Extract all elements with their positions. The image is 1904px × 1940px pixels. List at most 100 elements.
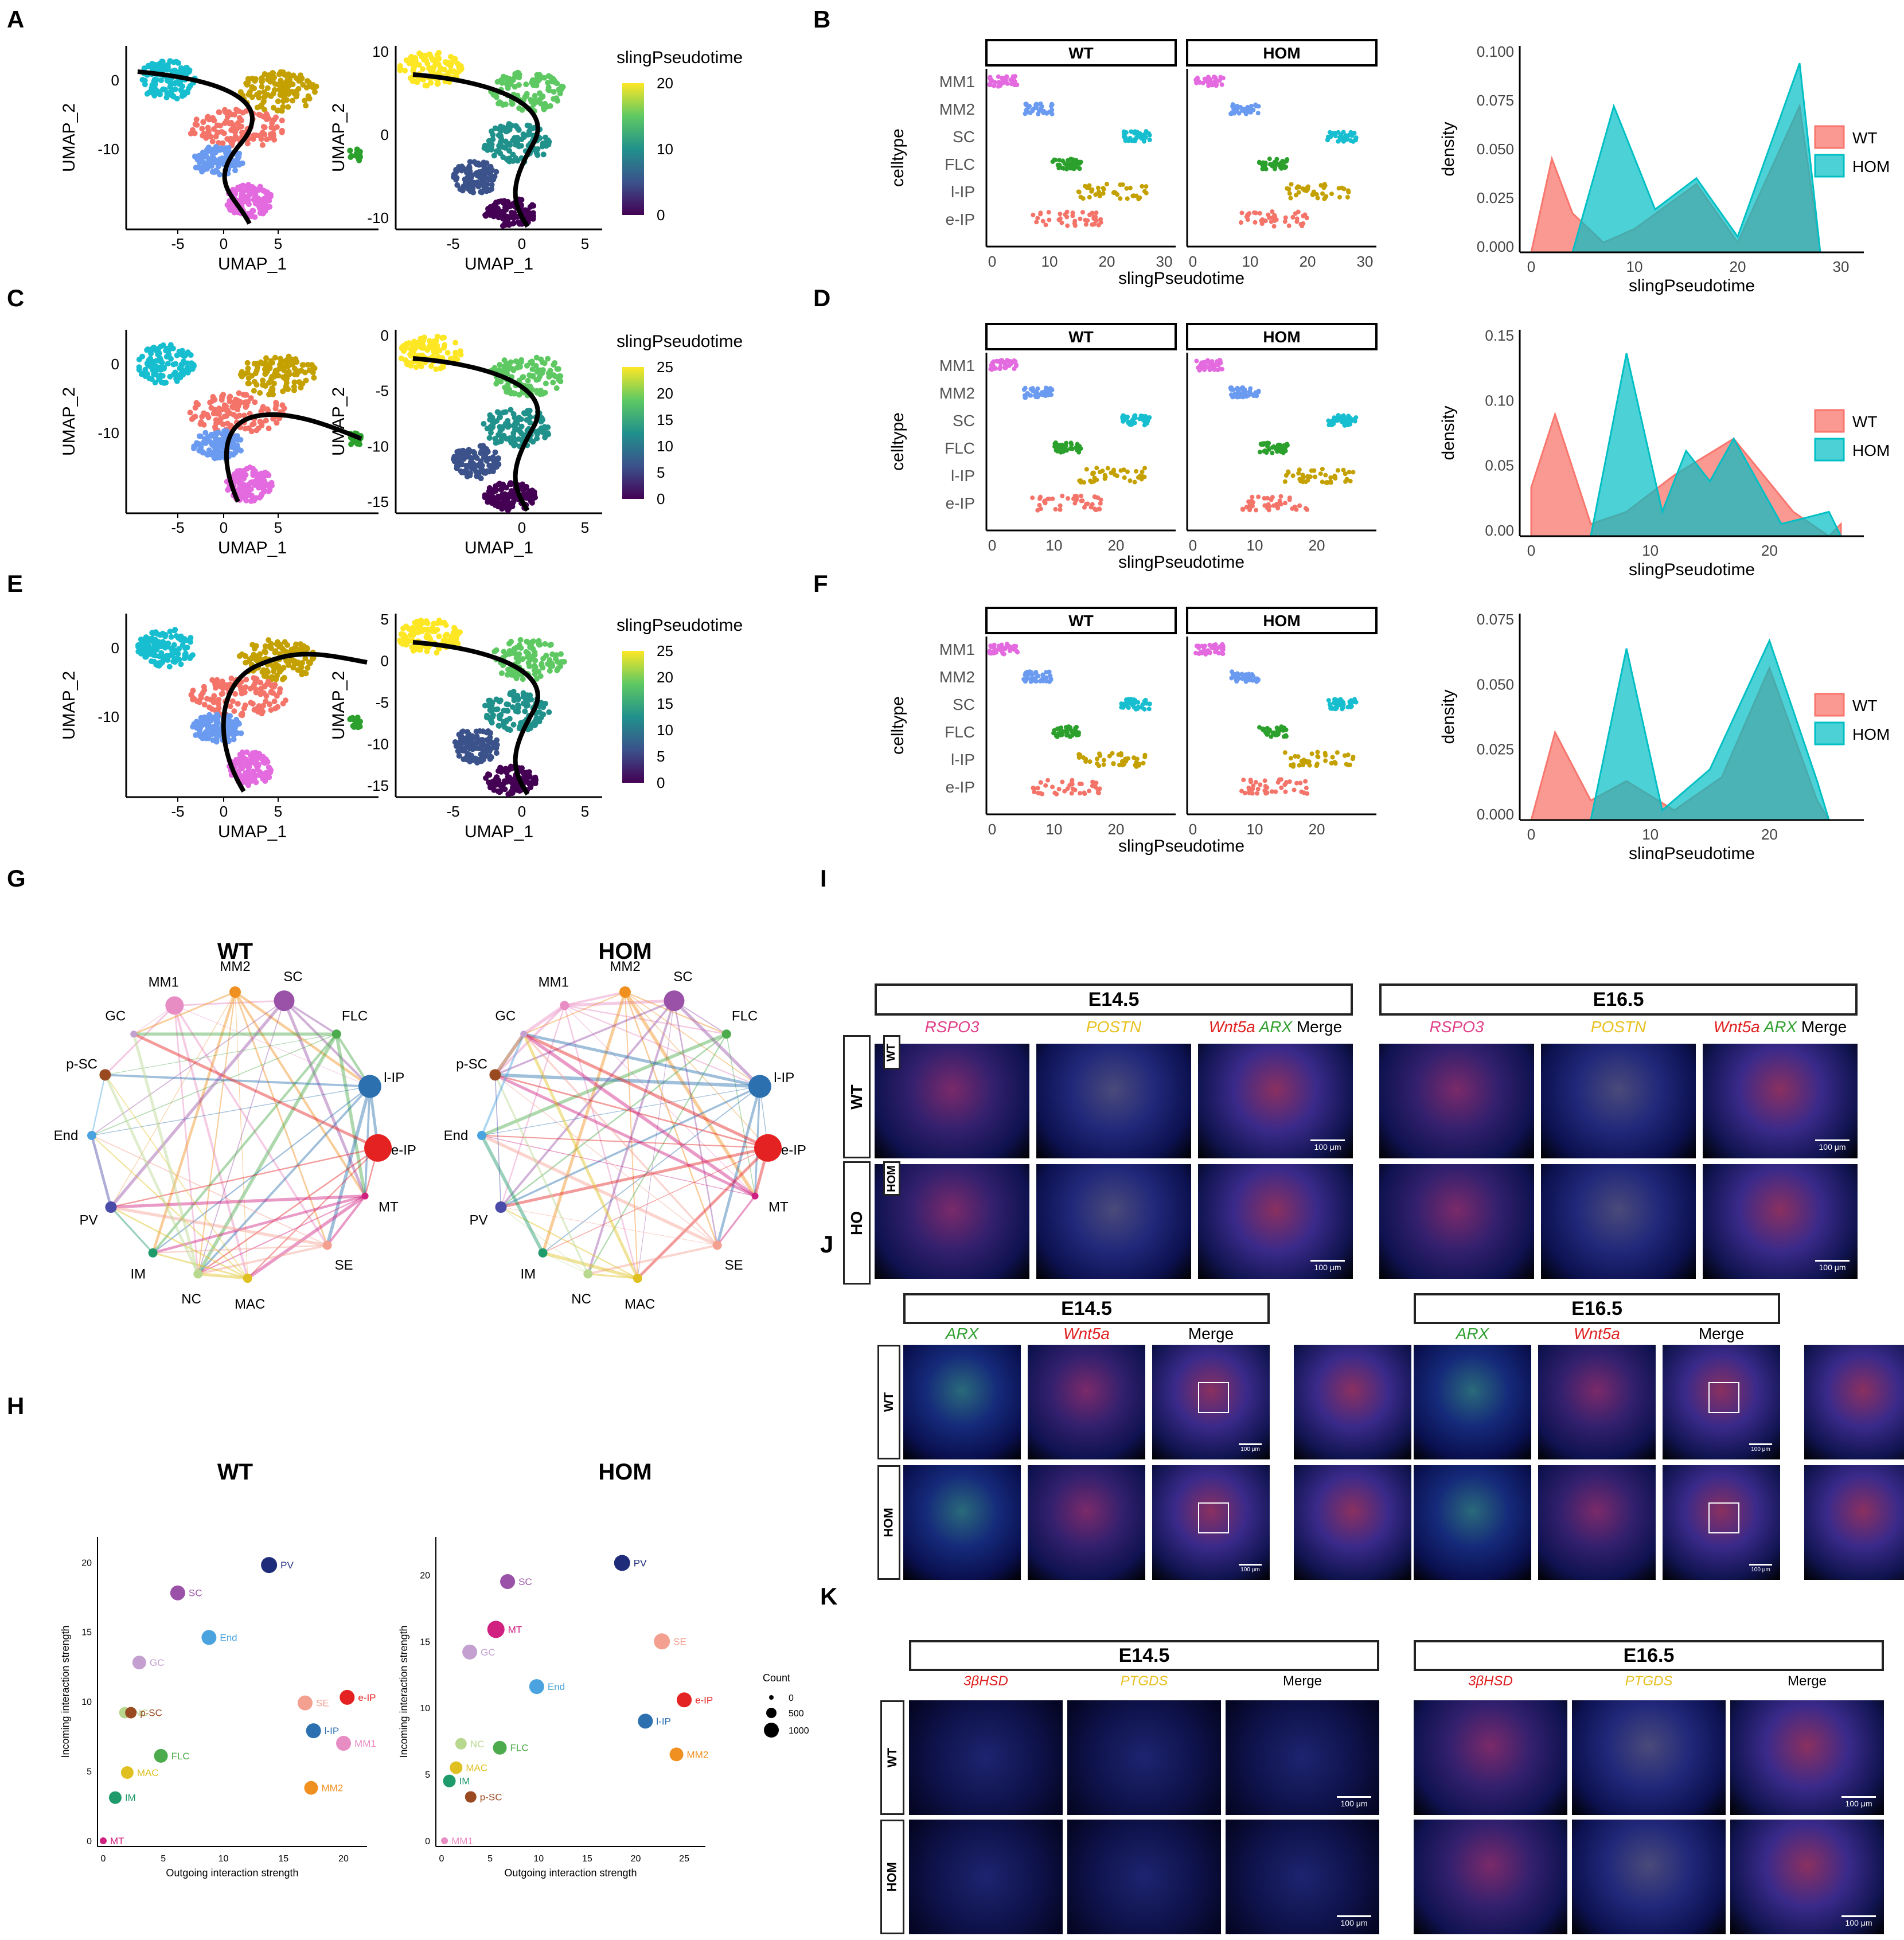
umap-ytick: -10	[367, 438, 389, 455]
swarm-point	[1068, 166, 1074, 171]
umap-point	[266, 488, 272, 494]
umap-point	[266, 115, 272, 122]
swarm-point	[1250, 678, 1255, 683]
umap-point	[276, 643, 282, 650]
swarm-point	[1050, 496, 1055, 501]
umap-point	[252, 132, 258, 139]
swarm-point	[1078, 216, 1083, 221]
umap-point	[502, 420, 509, 427]
umap-point	[214, 122, 220, 128]
swarm-point	[1031, 212, 1036, 217]
umap-point	[244, 466, 250, 472]
swarm-point	[1283, 159, 1288, 165]
umap-ytick: 0	[111, 72, 119, 89]
umap-point	[249, 495, 256, 502]
swarm-point	[1262, 495, 1267, 501]
swarm-point	[1287, 495, 1292, 501]
swarm-point	[1281, 734, 1286, 739]
umap-point	[258, 408, 264, 415]
umap-point	[211, 156, 217, 162]
umap-point	[183, 637, 189, 643]
swarm-point	[1245, 212, 1250, 217]
umap-point	[173, 376, 180, 382]
umap-point	[504, 717, 510, 724]
colorbar-tick: 15	[657, 411, 673, 428]
swarm-point	[1102, 476, 1107, 481]
umap-point	[195, 157, 201, 163]
swarm-point	[1064, 214, 1070, 220]
umap-point	[532, 657, 539, 663]
umap-point	[277, 361, 283, 368]
swarm-point	[1012, 643, 1017, 649]
panel-label-d: D	[813, 284, 831, 311]
umap-point	[424, 83, 430, 89]
umap-point	[506, 122, 513, 128]
swarm-point	[1247, 672, 1253, 677]
umap-point	[285, 71, 291, 77]
umap-point	[233, 126, 240, 132]
umap-point	[531, 720, 537, 726]
umap-point	[526, 128, 532, 134]
umap-point	[553, 385, 560, 391]
umap-point	[550, 380, 556, 386]
swarm-point	[1078, 478, 1083, 483]
umap-point	[205, 147, 212, 154]
umap-point	[489, 182, 495, 188]
umap-point	[237, 89, 244, 95]
density-xtick: 20	[1761, 542, 1778, 559]
umap-point	[239, 749, 245, 755]
umap-point	[279, 127, 285, 134]
umap-point	[253, 759, 259, 765]
umap-point	[232, 163, 238, 169]
colorbar-tick: 5	[657, 748, 665, 765]
swarm-point	[1261, 442, 1266, 447]
umap-point	[238, 161, 244, 167]
swarm-point	[1060, 445, 1066, 450]
swarm-point	[1093, 214, 1098, 220]
swarm-point	[1282, 501, 1287, 506]
umap-point	[190, 724, 196, 730]
umap-point	[184, 645, 190, 651]
umap-point	[397, 67, 403, 73]
umap-point	[212, 681, 219, 688]
celltype-xtick: 20	[1108, 537, 1125, 554]
umap-point	[503, 128, 509, 135]
swarm-point	[1352, 419, 1357, 424]
swarm-point	[1029, 672, 1035, 677]
umap-point	[415, 78, 421, 84]
density-ylabel: density	[1439, 122, 1458, 176]
celltype-label: FLC	[945, 723, 975, 741]
umap-point	[291, 379, 298, 385]
umap-point	[257, 656, 264, 662]
umap-point	[241, 412, 247, 419]
umap-point	[233, 107, 239, 113]
umap-point	[481, 454, 487, 460]
umap-xtick: 5	[581, 803, 589, 820]
umap-point	[196, 699, 202, 705]
swarm-point	[1271, 224, 1277, 229]
swarm-point	[1137, 763, 1142, 768]
umap-point	[488, 717, 494, 724]
umap-point	[260, 114, 267, 120]
legend-wt-swatch	[1814, 125, 1845, 149]
umap-point	[255, 478, 261, 485]
umap-point	[293, 641, 299, 647]
facet-label: WT	[1068, 328, 1094, 346]
umap-point	[447, 63, 454, 69]
umap-point	[230, 186, 236, 193]
swarm-point	[1270, 450, 1275, 455]
umap-point	[262, 188, 268, 194]
umap-point	[258, 136, 264, 142]
umap-xtick: 0	[518, 803, 526, 820]
umap-point	[495, 147, 502, 154]
celltype-label: FLC	[945, 155, 975, 173]
swarm-point	[1274, 161, 1279, 166]
umap-point	[257, 686, 264, 692]
swarm-point	[1282, 219, 1287, 224]
umap-point	[498, 135, 504, 142]
umap-point	[545, 661, 551, 667]
swarm-point	[1296, 190, 1301, 195]
umap-point	[295, 667, 301, 673]
swarm-point	[1101, 758, 1106, 763]
